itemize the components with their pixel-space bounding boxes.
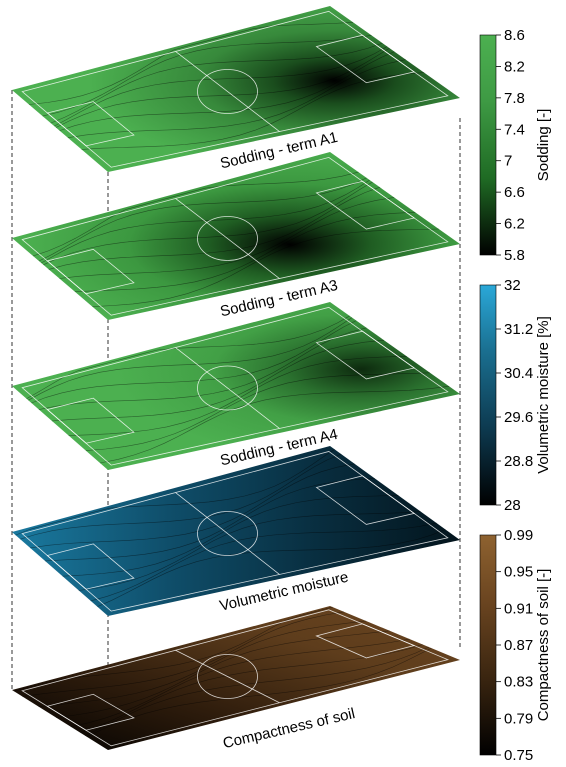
map-layer-2: Sodding - term A3 bbox=[12, 152, 460, 320]
colorbar-tick-label: 32 bbox=[504, 277, 521, 294]
map-surface bbox=[12, 446, 460, 616]
colorbar-tick-label: 8.2 bbox=[504, 58, 525, 75]
map-surface bbox=[12, 606, 460, 750]
colorbar-tick-label: 28 bbox=[504, 497, 521, 514]
pitch-markings bbox=[21, 10, 449, 168]
colorbar-ramp bbox=[479, 34, 497, 256]
pitch-markings bbox=[21, 306, 449, 466]
colorbar-tick-label: 0.75 bbox=[504, 747, 533, 764]
colorbar-tick-label: 6.6 bbox=[504, 184, 525, 201]
colorbar-ramp bbox=[479, 284, 497, 506]
pitch-markings bbox=[21, 609, 450, 747]
colorbar-tick-label: 0.87 bbox=[504, 637, 533, 654]
colorbar-tick-label: 6.2 bbox=[504, 216, 525, 233]
colorbar-tick-label: 0.79 bbox=[504, 710, 533, 727]
colorbar-tick-label: 0.95 bbox=[504, 564, 533, 581]
colorbar-ramp bbox=[479, 534, 497, 756]
map-surface bbox=[12, 302, 460, 470]
colorbar-label: Volumetric moisture [%] bbox=[535, 316, 552, 474]
colorbar: 0.75 0.79 0.83 0.87 0.91 0.95 0.99 Compactness … bbox=[479, 527, 552, 764]
colorbar-tick-label: 0.99 bbox=[504, 527, 533, 544]
colorbar: 28 28.8 29.6 30.4 31.2 32 Volumetric moisture … bbox=[479, 277, 552, 514]
colorbar: 5.8 6.2 6.6 7 7.4 7.8 8.2 8.6 Sodding [-] bbox=[479, 27, 552, 264]
colorbar-tick-label: 5.8 bbox=[504, 247, 525, 264]
colorbar-tick-label: 0.91 bbox=[504, 600, 533, 617]
map-layer-3: Sodding - term A4 bbox=[12, 302, 460, 470]
colorbar-tick-label: 31.2 bbox=[504, 321, 533, 338]
map-layer-4: Volumetric moisture bbox=[12, 446, 460, 616]
colorbar-tick-label: 28.8 bbox=[504, 453, 533, 470]
colorbar-tick-label: 8.6 bbox=[504, 27, 525, 44]
colorbar-label: Sodding [-] bbox=[535, 109, 552, 182]
colorbar-tick-label: 29.6 bbox=[504, 409, 533, 426]
colorbar-tick-label: 0.83 bbox=[504, 674, 533, 691]
colorbar-tick-label: 30.4 bbox=[504, 365, 533, 382]
map-layer-5: Compactness of soil bbox=[12, 606, 460, 752]
colorbar-label: Compactness of soil [-] bbox=[535, 569, 552, 722]
map-layer-1: Sodding - term A1 bbox=[12, 6, 460, 172]
colorbar-tick-label: 7 bbox=[504, 153, 512, 170]
colorbar-tick-label: 7.4 bbox=[504, 121, 525, 138]
pitch-markings bbox=[21, 451, 449, 612]
pitch-markings bbox=[21, 156, 449, 316]
map-surface bbox=[12, 6, 460, 172]
map-surface bbox=[12, 152, 460, 320]
colorbar-tick-label: 7.8 bbox=[504, 90, 525, 107]
